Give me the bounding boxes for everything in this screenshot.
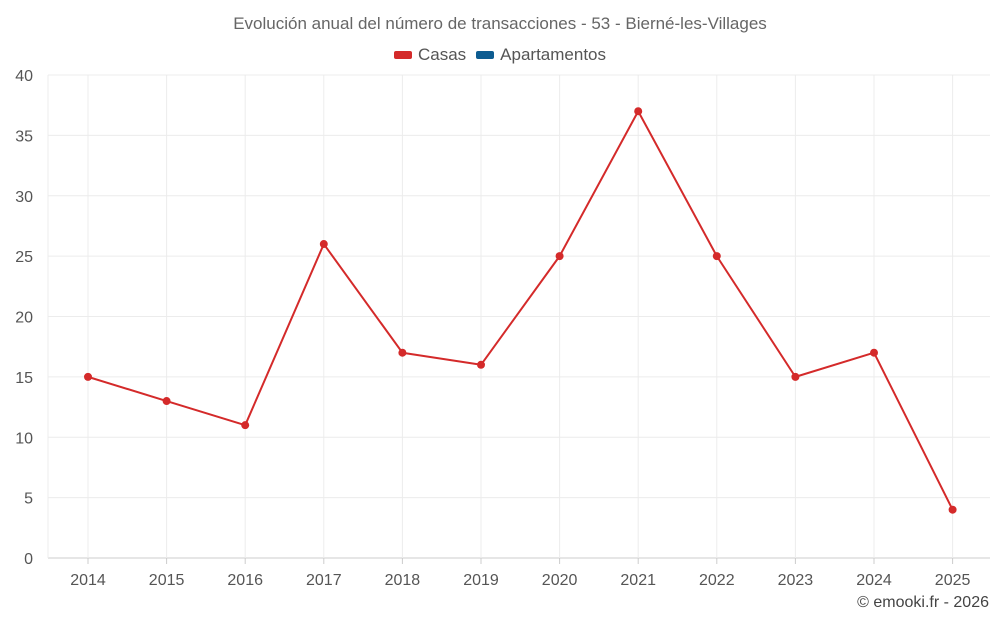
data-point-casas-2023 <box>791 372 800 381</box>
data-point-casas-2019 <box>477 360 485 369</box>
x-tick-label: 2024 <box>856 572 892 589</box>
x-tick-label: 2016 <box>227 572 263 589</box>
data-point-casas-2022 <box>712 252 721 261</box>
x-tick-label: 2018 <box>385 572 421 589</box>
legend-item-apartamentos[interactable]: Apartamentos <box>476 45 606 65</box>
data-point-casas-2014 <box>84 372 92 381</box>
chart-title: Evolución anual del número de transaccio… <box>233 14 767 33</box>
data-point-casas-2015 <box>162 397 171 406</box>
y-tick-label: 40 <box>15 68 33 85</box>
data-point-casas-2020 <box>555 252 564 261</box>
y-tick-label: 25 <box>15 249 33 266</box>
y-tick-label: 0 <box>24 551 33 568</box>
legend-item-casas[interactable]: Casas <box>393 45 467 65</box>
x-tick-label: 2023 <box>778 572 814 589</box>
data-point-casas-2017 <box>319 240 328 249</box>
x-tick-label: 2022 <box>699 572 735 589</box>
y-tick-label: 20 <box>15 310 33 327</box>
x-tick-label: 2025 <box>935 572 971 589</box>
x-tick-label: 2014 <box>70 572 106 589</box>
y-tick-label: 10 <box>15 430 33 447</box>
data-point-casas-2018 <box>398 348 407 357</box>
x-tick-label: 2021 <box>620 572 656 589</box>
data-point-casas-2016 <box>241 421 250 430</box>
legend-label-apartamentos: Apartamentos <box>500 45 607 64</box>
y-tick-label: 5 <box>24 491 33 508</box>
data-point-casas-2024 <box>870 348 878 357</box>
legend-swatch-apartamentos <box>476 51 495 59</box>
y-tick-label: 30 <box>15 189 33 206</box>
x-tick-label: 2015 <box>149 572 185 589</box>
legend-swatch-casas <box>393 51 412 59</box>
x-tick-label: 2019 <box>463 572 499 589</box>
legend: Casas Apartamentos <box>0 45 1000 65</box>
credit-text: © emooki.fr - 2026 <box>857 594 989 611</box>
legend-label-casas: Casas <box>417 45 467 64</box>
y-tick-label: 35 <box>15 128 33 145</box>
data-point-casas-2021 <box>634 107 643 116</box>
x-tick-label: 2020 <box>542 572 578 589</box>
series-line-casas <box>87 110 954 511</box>
y-tick-label: 15 <box>15 370 33 387</box>
data-point-casas-2025 <box>948 505 957 514</box>
x-tick-label: 2017 <box>306 572 342 589</box>
